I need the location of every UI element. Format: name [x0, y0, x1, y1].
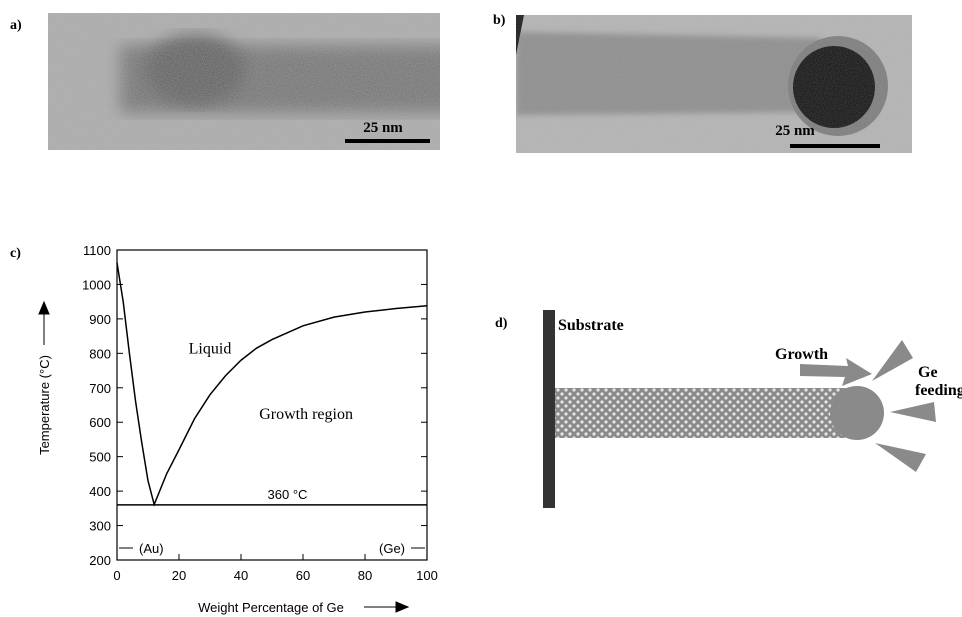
plot-frame: [116, 249, 428, 561]
x-tick-label: 40: [234, 568, 248, 583]
panel-label: a): [10, 18, 22, 33]
tem-image-b: [516, 15, 912, 153]
x-axis-label: Weight Percentage of Ge: [198, 600, 344, 615]
annotation: (Au): [139, 541, 164, 556]
nanowire: [555, 388, 847, 438]
y-tick-label: 700: [89, 381, 111, 396]
eutectic-label: 360 °C: [268, 487, 308, 502]
y-tick-label: 400: [89, 484, 111, 499]
annotation: Growth region: [259, 406, 353, 423]
feed-arrow: [890, 402, 936, 422]
x-tick-label: 100: [416, 568, 438, 583]
panel-label: d): [495, 316, 508, 331]
x-tick-label: 60: [296, 568, 310, 583]
axis-arrow: [364, 601, 410, 613]
substrate: [543, 310, 555, 508]
annotation: Liquid: [189, 340, 232, 357]
y-tick-label: 800: [89, 346, 111, 361]
feeding-label: feeding: [915, 382, 962, 399]
feed-arrow: [875, 443, 926, 472]
panel-label: b): [493, 13, 506, 28]
x-tick-label: 0: [113, 568, 120, 583]
catalyst-droplet: [830, 386, 884, 440]
axis-arrow: [38, 300, 50, 345]
y-tick-label: 1000: [82, 277, 111, 292]
y-tick-label: 500: [89, 450, 111, 465]
annotation: (Ge): [379, 541, 405, 556]
substrate-label: Substrate: [558, 317, 624, 334]
phase-diagram: Temperature (°C) Weight Percentage of Ge…: [37, 243, 438, 615]
y-tick-label: 1100: [83, 243, 111, 258]
x-tick-label: 20: [172, 568, 186, 583]
y-tick-label: 200: [89, 553, 111, 568]
y-tick-label: 900: [89, 312, 111, 327]
y-axis-label: Temperature (°C): [37, 355, 52, 455]
tem-image-a: [48, 13, 440, 150]
feed-arrow: [872, 340, 913, 381]
liquidus-line: [116, 262, 428, 507]
panel-label: c): [10, 246, 21, 261]
x-tick-label: 80: [358, 568, 372, 583]
scale-label: 25 nm: [775, 123, 815, 139]
y-tick-label: 300: [89, 519, 111, 534]
scale-label: 25 nm: [363, 120, 403, 136]
y-tick-label: 600: [89, 415, 111, 430]
feeding-label: Ge: [918, 364, 938, 381]
growth-arrow: [800, 358, 872, 386]
growth-label: Growth: [775, 346, 828, 363]
